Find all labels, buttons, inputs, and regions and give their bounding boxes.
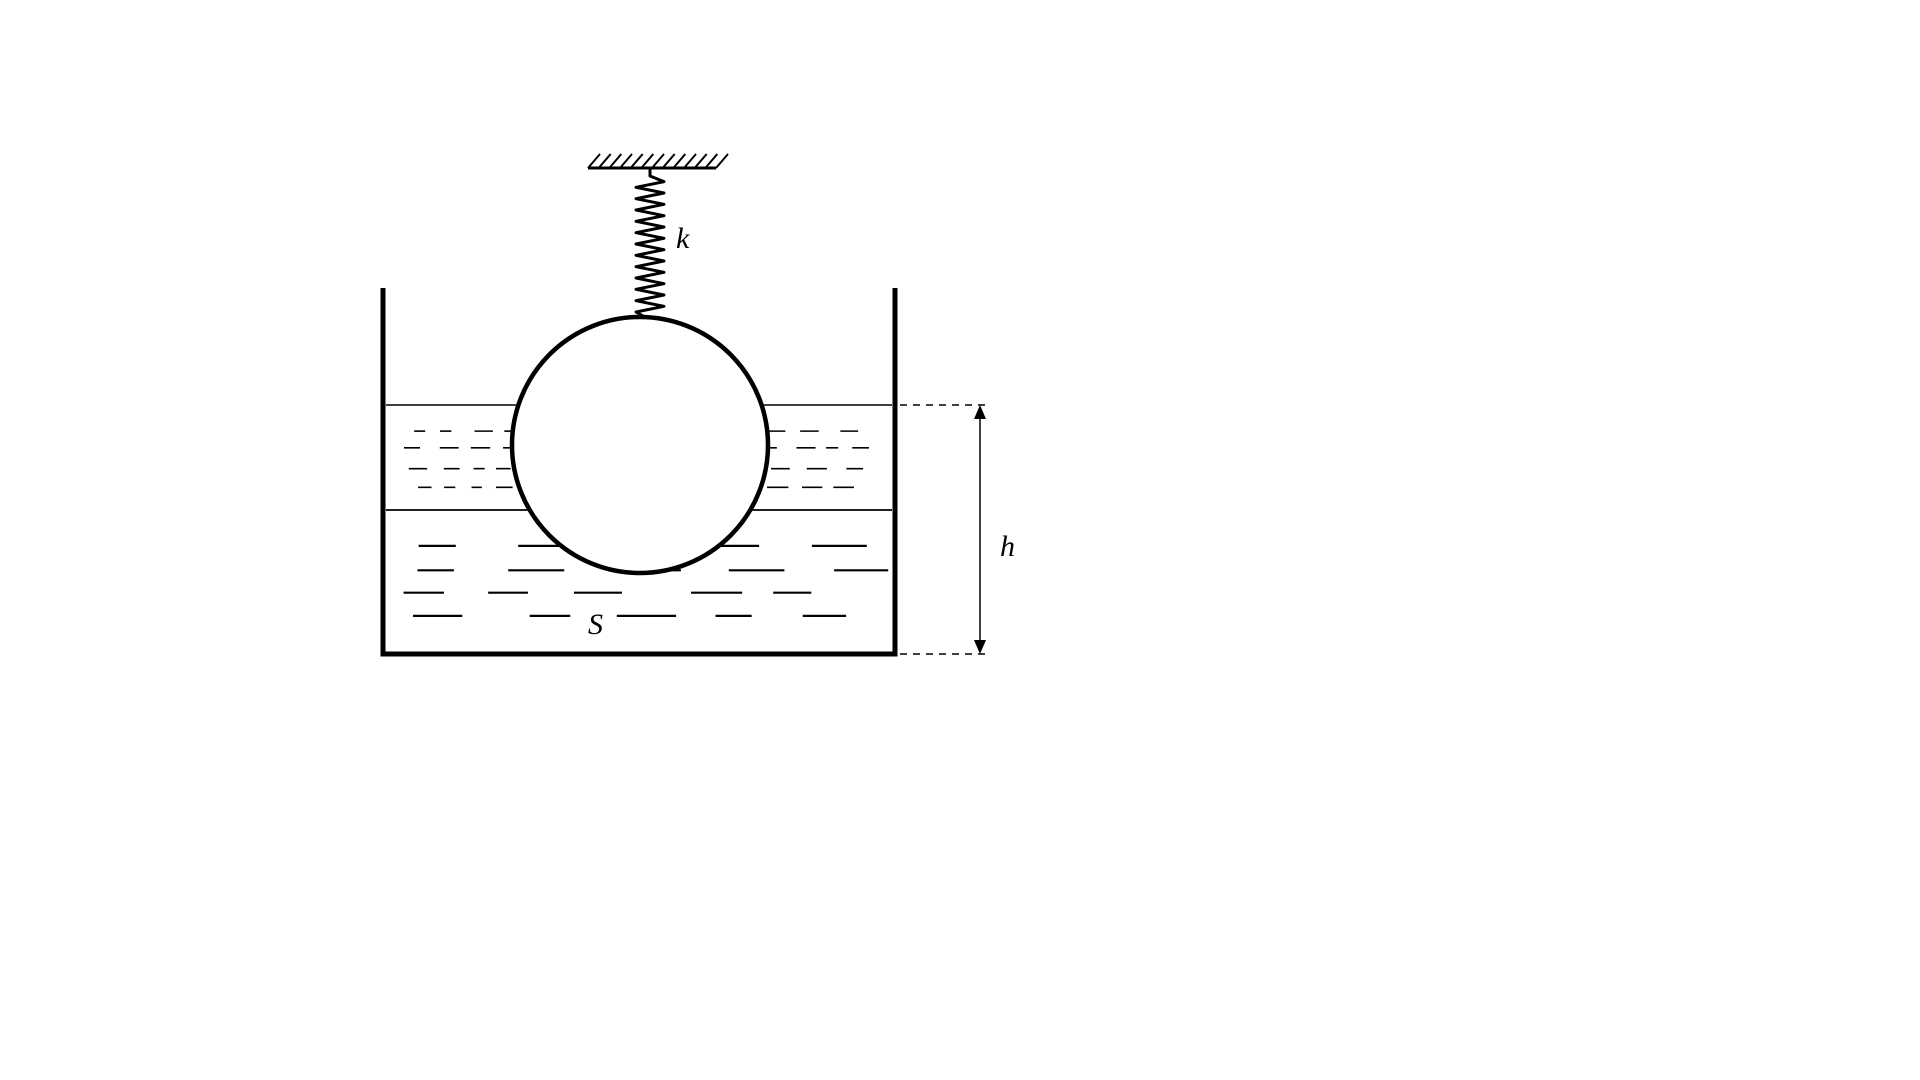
height-label: h <box>1000 530 1015 564</box>
cross-section-label: S <box>588 608 603 642</box>
diagram-stage: k S h <box>0 0 1920 1080</box>
physics-diagram-svg <box>0 0 1920 1080</box>
spring-constant-label: k <box>676 222 689 256</box>
